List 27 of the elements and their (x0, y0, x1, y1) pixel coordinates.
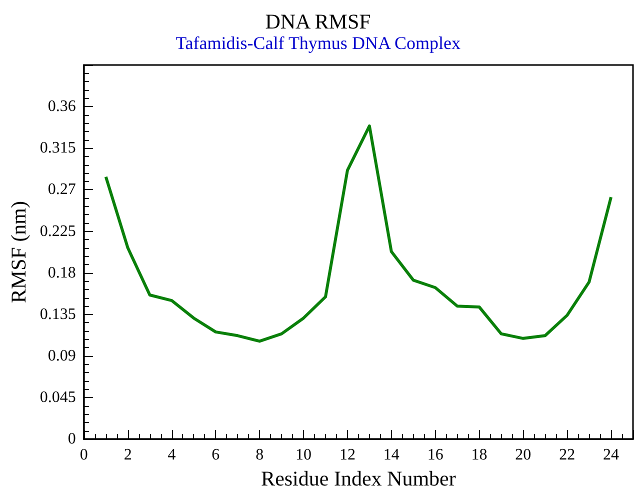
chart-title: DNA RMSF (265, 10, 371, 34)
x-tick-label: 4 (168, 446, 176, 464)
y-tick-label: 0.18 (48, 264, 76, 282)
y-tick-label: 0 (68, 430, 76, 448)
x-tick-label: 6 (212, 446, 220, 464)
x-tick-label: 12 (339, 446, 356, 464)
y-tick-label: 0.09 (48, 347, 76, 364)
x-tick-label: 16 (427, 446, 444, 464)
x-tick-label: 2 (124, 446, 132, 464)
y-tick-label: 0.315 (40, 140, 76, 157)
y-axis-title: RMSF (nm) (6, 200, 30, 304)
chart-subtitle: Tafamidis-Calf Thymus DNA Complex (176, 33, 460, 53)
x-tick-label: 24 (603, 446, 620, 464)
y-tick-label: 0.045 (40, 389, 76, 406)
x-axis-title: Residue Index Number (261, 466, 456, 490)
x-tick-label: 20 (515, 446, 532, 464)
line-series (104, 124, 613, 343)
y-tick-label: 0.225 (40, 222, 76, 240)
x-tick-label: 18 (471, 446, 488, 464)
y-tick-label: 0.135 (40, 306, 76, 323)
x-tick-label: 14 (383, 446, 400, 464)
x-tick-label: 0 (80, 446, 88, 464)
x-tick-label: 8 (256, 446, 264, 464)
y-tick-label: 0.36 (48, 98, 76, 116)
x-tick-label: 22 (559, 446, 576, 464)
y-tick-label: 0.27 (48, 181, 76, 198)
x-tick-label: 10 (296, 446, 312, 464)
